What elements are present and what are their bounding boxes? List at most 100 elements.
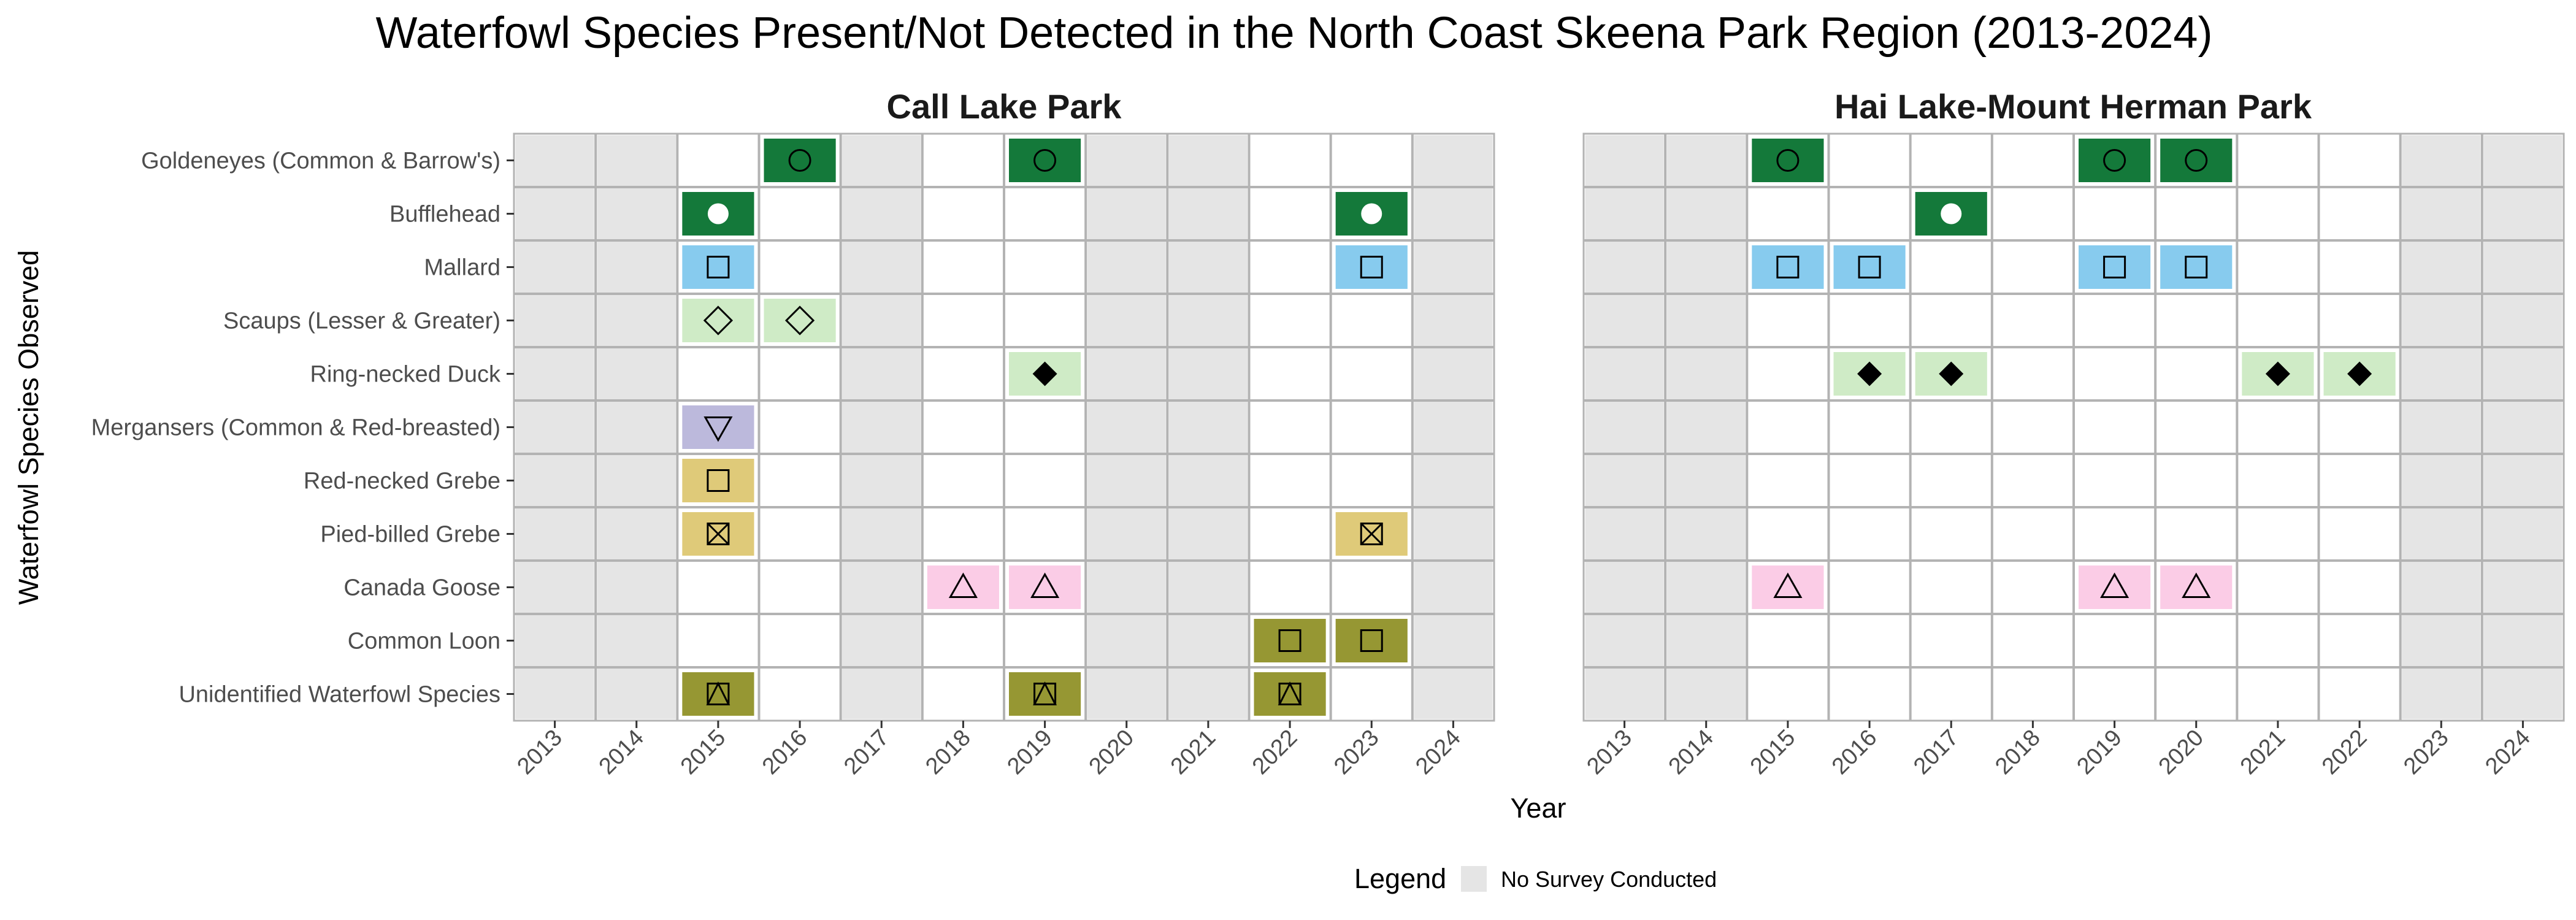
no-survey-column-2020 xyxy=(1084,132,1169,723)
detection-mergansers-common-red-breasted-2015 xyxy=(682,405,754,449)
legend: Legend No Survey Conducted xyxy=(1354,863,1717,894)
detection-mallard-2015 xyxy=(682,245,754,289)
x-tick-label: 2022 xyxy=(1248,725,1302,780)
detection-red-necked-grebe-2015 xyxy=(682,459,754,502)
detection-mallard-2019 xyxy=(2079,245,2151,289)
detection-goldeneyes-common-barrow-s-2019 xyxy=(2079,139,2151,182)
x-tick-label: 2022 xyxy=(2317,725,2372,780)
detection-bufflehead-2023 xyxy=(1335,192,1408,236)
no-survey-column-2024 xyxy=(2480,132,2566,723)
detection-pied-billed-grebe-2023 xyxy=(1335,512,1408,556)
detection-goldeneyes-common-barrow-s-2020 xyxy=(2160,139,2233,182)
symbol-open-square xyxy=(1360,256,1383,278)
detection-mallard-2015 xyxy=(1752,245,1824,289)
detection-unidentified-waterfowl-species-2022 xyxy=(1254,672,1326,716)
y-axis-ticks: Goldeneyes (Common & Barrow's) Bufflehead… xyxy=(91,148,514,708)
detection-bufflehead-2015 xyxy=(682,192,754,236)
panel-title: Call Lake Park xyxy=(887,87,1122,126)
detection-ring-necked-duck-2016 xyxy=(1833,352,1906,396)
detection-canada-goose-2019 xyxy=(1009,565,1081,609)
detection-goldeneyes-common-barrow-s-2019 xyxy=(1009,139,1081,182)
no-survey-column-2013 xyxy=(1582,132,1667,723)
detection-bufflehead-2017 xyxy=(1915,192,1987,236)
panel-hai-lake-mount-herman-park: Hai Lake-Mount Herman Park 2013 2014 2015 2… xyxy=(1582,87,2566,780)
detection-scaups-lesser-greater-2016 xyxy=(764,299,836,342)
y-tick-label: Red-necked Grebe xyxy=(304,469,500,494)
x-tick-label: 2020 xyxy=(1084,725,1139,780)
legend-key-no-survey xyxy=(1461,866,1487,892)
detection-goldeneyes-common-barrow-s-2015 xyxy=(1752,139,1824,182)
symbol-open-diamond xyxy=(784,305,815,335)
detection-tile xyxy=(1752,565,1824,609)
panel-call-lake-park: Call Lake Park 2013 2014 2015 2016 2017 2018 2… xyxy=(512,87,1496,780)
symbol-open-triangle xyxy=(1773,572,1803,598)
detection-canada-goose-2020 xyxy=(2160,565,2233,609)
x-tick-label: 2024 xyxy=(1411,725,1465,780)
y-tick-label: Unidentified Waterfowl Species xyxy=(178,682,500,708)
detection-tile xyxy=(2160,245,2233,289)
detection-ring-necked-duck-2017 xyxy=(1915,352,1987,396)
x-tick-label: 2019 xyxy=(1002,725,1057,780)
detection-tile xyxy=(682,245,754,289)
detection-tile xyxy=(1833,245,1906,289)
no-survey-column-2024 xyxy=(1411,132,1496,723)
symbol-filled-diamond xyxy=(2347,361,2372,386)
x-tick-label: 2014 xyxy=(594,725,649,780)
symbol-open-triangle xyxy=(1030,572,1060,598)
no-survey-column-2014 xyxy=(1663,132,1749,723)
detection-tile xyxy=(1254,672,1326,716)
detection-tile xyxy=(1335,619,1408,662)
no-survey-column-2013 xyxy=(512,132,597,723)
x-tick-label: 2013 xyxy=(1582,725,1636,780)
detection-tile xyxy=(682,405,754,449)
no-survey-column-2023 xyxy=(2399,132,2484,723)
panel-border xyxy=(1582,132,2565,722)
detection-mallard-2023 xyxy=(1335,245,1408,289)
symbol-filled-circle xyxy=(707,203,729,224)
symbol-filled-circle xyxy=(1361,203,1382,224)
y-tick-label: Pied-billed Grebe xyxy=(320,522,500,548)
y-tick-label: Scaups (Lesser & Greater) xyxy=(223,309,500,334)
detection-tile xyxy=(2079,245,2151,289)
detection-tile xyxy=(1752,245,1824,289)
symbol-open-triangle-down xyxy=(703,416,733,442)
x-tick-label: 2014 xyxy=(1664,725,1719,780)
detection-tile xyxy=(682,459,754,502)
symbol-filled-diamond xyxy=(1939,361,1964,386)
symbol-open-circle xyxy=(1776,149,1800,172)
x-tick-label: 2021 xyxy=(1166,725,1221,780)
no-survey-column-2017 xyxy=(839,132,924,723)
detection-tile xyxy=(1009,565,1081,609)
symbol-open-circle xyxy=(788,149,811,172)
detection-scaups-lesser-greater-2015 xyxy=(682,299,754,342)
y-tick-label: Goldeneyes (Common & Barrow's) xyxy=(141,148,500,174)
detection-common-loon-2023 xyxy=(1335,619,1408,662)
symbol-open-square xyxy=(1858,256,1881,278)
detection-pied-billed-grebe-2015 xyxy=(682,512,754,556)
symbol-open-square xyxy=(1360,629,1383,652)
no-survey-column-2021 xyxy=(1165,132,1251,723)
x-tick-label: 2018 xyxy=(921,725,975,780)
x-tick-label: 2016 xyxy=(757,725,812,780)
detection-tile xyxy=(682,672,754,716)
symbol-open-square xyxy=(2185,256,2208,278)
detection-ring-necked-duck-2019 xyxy=(1009,352,1081,396)
symbol-square-triangle-inner xyxy=(1033,681,1057,705)
x-tick-label: 2015 xyxy=(676,725,730,780)
symbol-open-triangle xyxy=(2100,572,2129,598)
x-tick-label: 2021 xyxy=(2236,725,2290,780)
detection-ring-necked-duck-2021 xyxy=(2242,352,2314,396)
detection-tile xyxy=(2160,139,2233,182)
symbol-square-triangle-inner xyxy=(1278,681,1302,705)
detection-tile xyxy=(2079,139,2151,182)
detection-goldeneyes-common-barrow-s-2016 xyxy=(764,139,836,182)
detection-mallard-2020 xyxy=(2160,245,2233,289)
detection-canada-goose-2015 xyxy=(1752,565,1824,609)
detection-unidentified-waterfowl-species-2015 xyxy=(682,672,754,716)
x-tick-label: 2013 xyxy=(512,725,567,780)
symbol-open-triangle xyxy=(948,572,978,598)
detection-tile xyxy=(2160,565,2233,609)
x-tick-label: 2016 xyxy=(1827,725,1882,780)
detection-tile xyxy=(1752,139,1824,182)
